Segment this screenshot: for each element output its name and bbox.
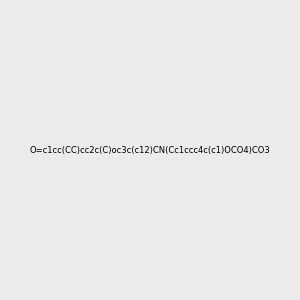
Text: O=c1cc(CC)cc2c(C)oc3c(c12)CN(Cc1ccc4c(c1)OCO4)CO3: O=c1cc(CC)cc2c(C)oc3c(c12)CN(Cc1ccc4c(c1… xyxy=(30,146,270,154)
